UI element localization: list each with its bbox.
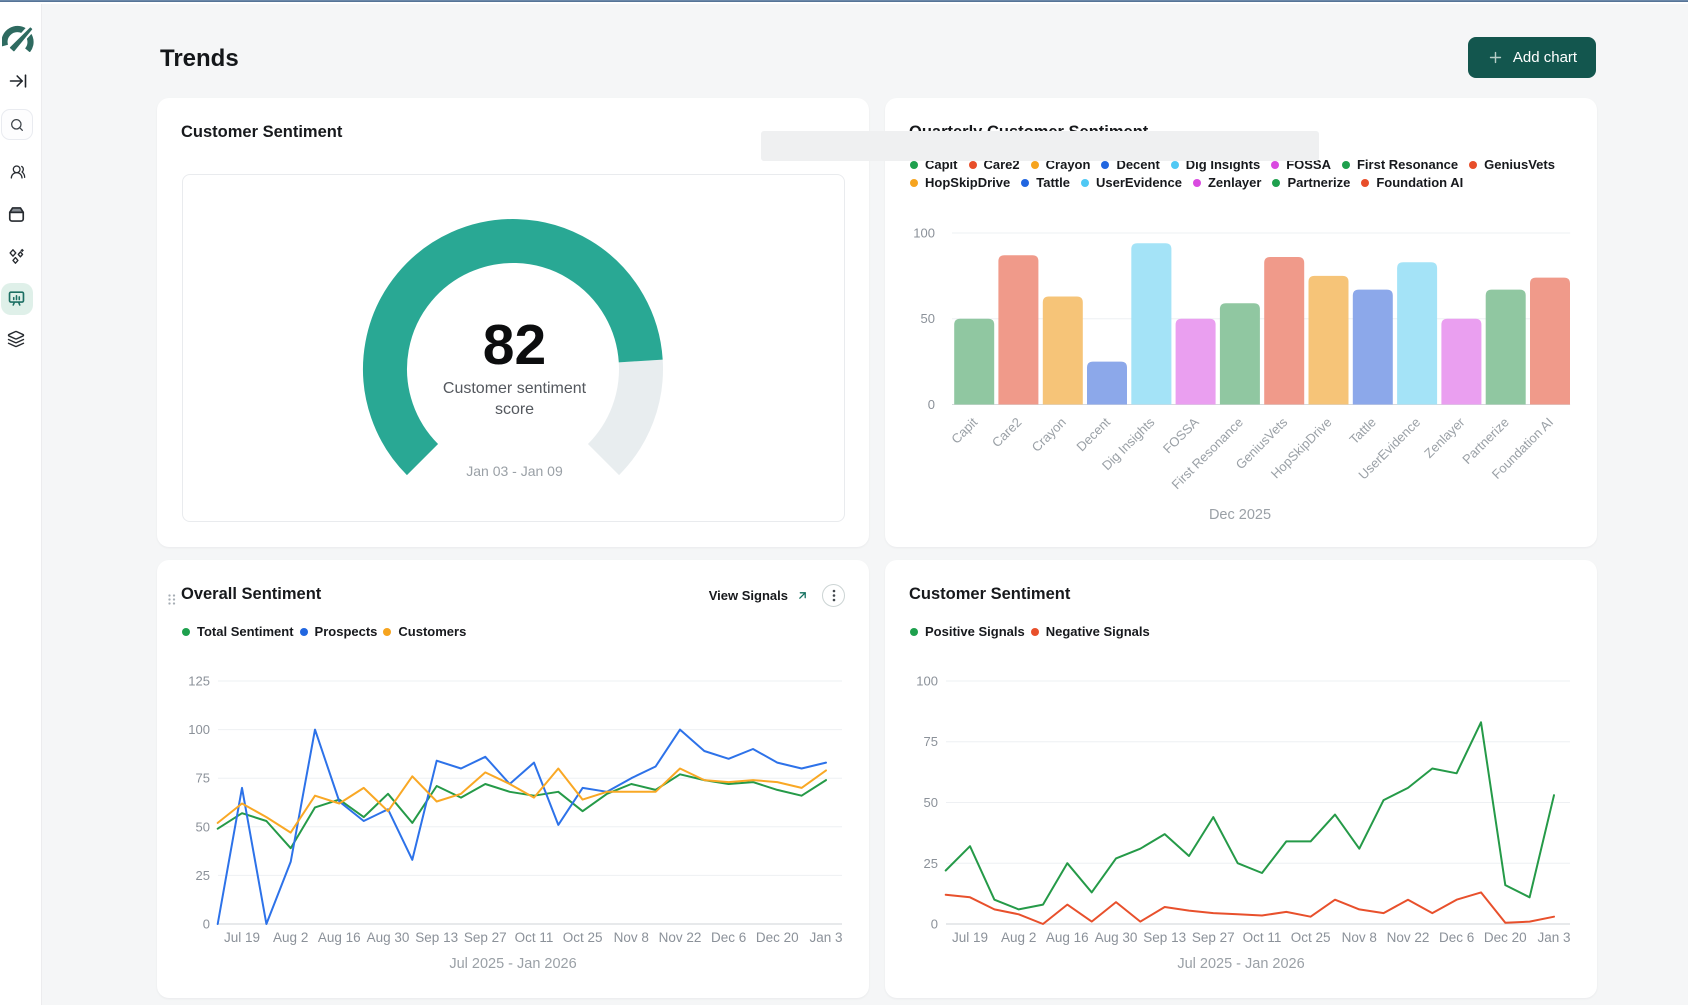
- svg-text:Dec 2025: Dec 2025: [1209, 507, 1271, 523]
- svg-text:75: 75: [924, 734, 938, 749]
- svg-text:75: 75: [196, 771, 210, 786]
- svg-text:Oct 11: Oct 11: [515, 930, 554, 945]
- svg-text:Dec 20: Dec 20: [1484, 930, 1527, 945]
- svg-text:Aug 16: Aug 16: [318, 930, 361, 945]
- svg-text:Nov 8: Nov 8: [614, 930, 649, 945]
- svg-text:Decent: Decent: [1073, 414, 1113, 454]
- svg-text:25: 25: [924, 856, 938, 871]
- svg-text:Jan 3: Jan 3: [1537, 930, 1570, 945]
- svg-text:Nov 22: Nov 22: [1387, 930, 1430, 945]
- svg-text:Capit: Capit: [948, 414, 980, 446]
- svg-text:50: 50: [924, 795, 938, 810]
- svg-text:Jul 19: Jul 19: [952, 930, 988, 945]
- svg-text:FOSSA: FOSSA: [1160, 414, 1202, 456]
- svg-text:Crayon: Crayon: [1029, 415, 1069, 455]
- svg-text:Aug 2: Aug 2: [273, 930, 308, 945]
- svg-text:Oct 25: Oct 25: [1291, 930, 1331, 945]
- svg-text:Sep 27: Sep 27: [464, 930, 507, 945]
- svg-text:Sep 13: Sep 13: [1143, 930, 1186, 945]
- svg-text:0: 0: [928, 397, 935, 412]
- svg-text:Jul 2025 - Jan 2026: Jul 2025 - Jan 2026: [1177, 956, 1304, 972]
- svg-text:Tattle: Tattle: [1346, 415, 1379, 448]
- svg-text:0: 0: [203, 917, 210, 932]
- svg-text:125: 125: [188, 674, 210, 689]
- svg-text:100: 100: [913, 226, 935, 241]
- svg-text:Care2: Care2: [989, 415, 1025, 451]
- svg-text:Jan 3: Jan 3: [809, 930, 842, 945]
- svg-text:Nov 22: Nov 22: [659, 930, 702, 945]
- svg-text:Jul 2025 - Jan 2026: Jul 2025 - Jan 2026: [449, 956, 576, 972]
- svg-text:Nov 8: Nov 8: [1342, 930, 1377, 945]
- svg-text:Jul 19: Jul 19: [224, 930, 260, 945]
- svg-text:Dec 20: Dec 20: [756, 930, 799, 945]
- svg-text:Aug 30: Aug 30: [367, 930, 410, 945]
- svg-text:Aug 30: Aug 30: [1095, 930, 1138, 945]
- svg-text:Aug 2: Aug 2: [1001, 930, 1036, 945]
- svg-text:100: 100: [916, 674, 938, 689]
- svg-text:50: 50: [921, 311, 935, 326]
- svg-text:100: 100: [188, 722, 210, 737]
- svg-text:25: 25: [196, 868, 210, 883]
- svg-text:Sep 27: Sep 27: [1192, 930, 1235, 945]
- svg-text:Oct 11: Oct 11: [1243, 930, 1282, 945]
- svg-text:0: 0: [931, 917, 938, 932]
- svg-text:Sep 13: Sep 13: [415, 930, 458, 945]
- svg-text:Oct 25: Oct 25: [563, 930, 603, 945]
- svg-text:50: 50: [196, 819, 210, 834]
- svg-text:Dec 6: Dec 6: [1439, 930, 1474, 945]
- svg-text:Dec 6: Dec 6: [711, 930, 746, 945]
- svg-text:Aug 16: Aug 16: [1046, 930, 1089, 945]
